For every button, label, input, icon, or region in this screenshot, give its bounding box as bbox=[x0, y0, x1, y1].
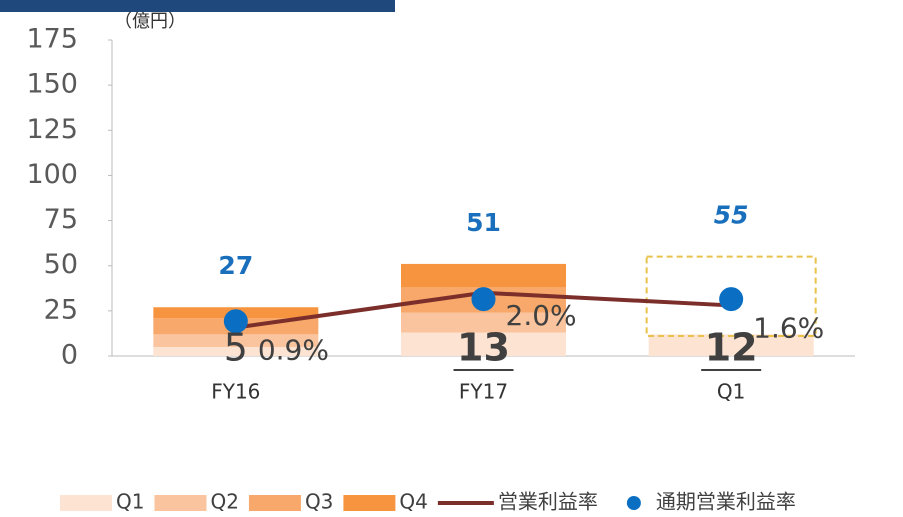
legend-label: Q3 bbox=[305, 490, 333, 514]
y-tick-label: 0 bbox=[61, 340, 78, 371]
bar-segment bbox=[401, 332, 566, 356]
bar-segment bbox=[401, 263, 566, 288]
y-tick-label: 75 bbox=[44, 204, 78, 235]
total-label: 51 bbox=[466, 208, 501, 237]
legend-swatch bbox=[154, 495, 207, 511]
total-label: 55 bbox=[714, 201, 749, 230]
dot bbox=[223, 309, 248, 334]
y-tick-label: 50 bbox=[44, 249, 78, 280]
bar-segment bbox=[648, 334, 814, 356]
x-tick-label: FY17 bbox=[459, 380, 508, 404]
header-band bbox=[0, 0, 395, 12]
y-tick-label: 150 bbox=[26, 69, 78, 100]
legend-swatch bbox=[626, 496, 641, 510]
y-axis-label: （億円） bbox=[114, 11, 186, 32]
bar-segment bbox=[153, 334, 319, 347]
total-label: 27 bbox=[218, 251, 253, 280]
q1-label: 5 bbox=[224, 326, 248, 370]
dot bbox=[471, 287, 496, 312]
bar-segment bbox=[401, 312, 566, 333]
y-tick-label: 100 bbox=[26, 159, 78, 190]
rate-label: 1.6% bbox=[753, 311, 824, 344]
forecast-box bbox=[645, 255, 817, 337]
y-tick-label: 125 bbox=[26, 114, 78, 145]
x-tick-label: Q1 bbox=[717, 380, 745, 404]
legend-label: 営業利益率 bbox=[498, 490, 598, 514]
legend-swatch bbox=[343, 495, 396, 511]
q1-label: 12 bbox=[705, 326, 758, 370]
x-tick-label: FY16 bbox=[211, 380, 260, 404]
y-tick-label: 25 bbox=[44, 294, 78, 325]
legend-label: Q1 bbox=[116, 490, 144, 514]
y-tick-label: 175 bbox=[26, 24, 78, 55]
rate-label: 2.0% bbox=[506, 299, 577, 332]
rate-label: 0.9% bbox=[258, 334, 329, 367]
legend-swatch bbox=[248, 495, 301, 511]
bar-segment bbox=[153, 346, 319, 356]
legend-label: 通期営業利益率 bbox=[656, 490, 796, 514]
legend-label: Q4 bbox=[399, 490, 427, 514]
dot bbox=[719, 287, 744, 312]
q1-label: 13 bbox=[457, 326, 510, 370]
legend-label: Q2 bbox=[210, 490, 238, 514]
legend-swatch bbox=[60, 495, 112, 511]
